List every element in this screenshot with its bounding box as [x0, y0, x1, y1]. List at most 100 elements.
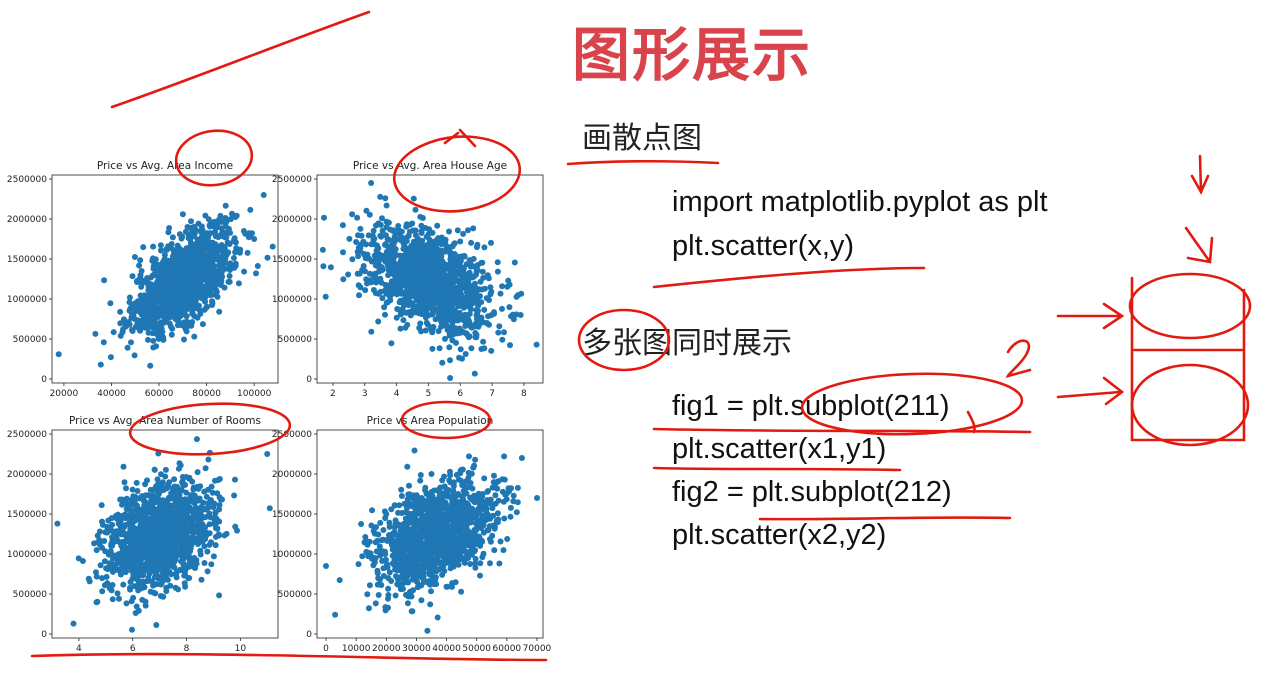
scatter-point: [226, 278, 233, 285]
scatter-point: [145, 336, 151, 343]
scatter-point: [269, 243, 276, 250]
scatter-point: [514, 484, 521, 491]
scatter-point: [170, 503, 177, 509]
scatter-point: [185, 290, 192, 297]
scatter-point: [426, 253, 433, 260]
scatter-point: [157, 247, 164, 254]
y-tick-label: 2000000: [272, 215, 312, 225]
scatter-point: [389, 227, 396, 234]
scatter-point: [210, 504, 217, 511]
scatter-point: [157, 242, 164, 249]
scatter-point: [123, 495, 130, 502]
scatter-point: [188, 218, 194, 225]
scatter-point: [477, 278, 484, 285]
chart-title: Price vs Area Population: [367, 415, 494, 427]
scatter-point: [427, 294, 433, 301]
y-tick-label: 1000000: [7, 295, 47, 305]
scatter-point: [357, 225, 364, 232]
scatter-point: [216, 532, 222, 539]
scatter-point: [457, 346, 464, 353]
scatter-point: [460, 230, 467, 237]
scatter-point: [194, 259, 201, 266]
scatter-point: [179, 233, 186, 240]
scatter-point: [453, 549, 460, 556]
scatter-point: [253, 270, 259, 277]
scatter-point: [450, 241, 457, 248]
scatter-point: [414, 579, 421, 586]
y-tick-label: 2500000: [272, 175, 312, 185]
scatter-point: [151, 271, 157, 278]
scatter-point: [193, 264, 200, 270]
scatter-point: [232, 262, 239, 269]
scatter-point: [400, 317, 407, 324]
scatter-point: [182, 481, 189, 488]
scatter-point: [490, 522, 497, 529]
scatter-point: [507, 513, 514, 520]
scatter-point: [133, 479, 140, 486]
scatter-point: [234, 527, 240, 534]
scatter-point: [355, 253, 362, 260]
y-tick-label: 1500000: [7, 510, 47, 520]
scatter-point: [212, 477, 218, 484]
scatter-point: [398, 290, 405, 297]
scatter-point: [385, 272, 392, 279]
scatter-point: [182, 322, 189, 329]
scatter-point: [388, 340, 395, 347]
x-tick-label: 6: [457, 389, 463, 399]
scatter-point: [153, 483, 160, 490]
scatter-point: [491, 472, 497, 479]
scatter-point: [401, 245, 408, 252]
scatter-point: [466, 453, 472, 460]
scatter-point: [478, 259, 485, 266]
scatter-point: [463, 490, 470, 497]
scatter-point: [429, 325, 436, 332]
scatter-point: [372, 600, 379, 607]
scatter-point: [322, 293, 329, 300]
scatter-point: [395, 223, 402, 229]
scatter-point: [216, 476, 223, 482]
scatter-point: [443, 283, 449, 290]
scatter-point: [195, 220, 202, 227]
scatter-point: [201, 543, 208, 550]
scatter-point: [173, 571, 179, 578]
scatter-point: [130, 544, 137, 551]
scatter-point: [140, 579, 147, 586]
scatter-point: [517, 312, 524, 318]
scatter-point: [425, 264, 432, 271]
scatter-point: [377, 519, 384, 526]
scatter-point: [226, 261, 233, 268]
scatter-plot-rooms: Price vs Avg. Area Number of Rooms 0 50000…: [0, 405, 290, 655]
scatter-point: [168, 297, 175, 304]
scatter-point: [372, 241, 379, 248]
scatter-point: [196, 268, 203, 275]
scatter-point: [474, 297, 481, 304]
scatter-point: [431, 561, 438, 568]
scatter-point: [120, 463, 127, 470]
scatter-point: [369, 232, 376, 239]
scatter-point: [354, 214, 361, 221]
scatter-point: [173, 532, 180, 539]
scatter-point: [143, 492, 149, 499]
scatter-point: [439, 278, 446, 285]
scatter-point: [162, 282, 169, 289]
scatter-point: [428, 305, 435, 312]
scatter-point: [420, 308, 427, 315]
scatter-point: [452, 325, 459, 332]
scatter-point: [153, 282, 160, 289]
scatter-point: [133, 515, 140, 522]
scatter-point: [148, 552, 155, 559]
scatter-point: [193, 522, 200, 529]
scatter-point: [416, 301, 423, 307]
scatter-point: [158, 325, 165, 332]
scatter-point: [360, 263, 367, 269]
scatter-point: [167, 540, 174, 547]
scatter-point: [423, 247, 430, 254]
scatter-point: [398, 486, 405, 493]
scatter-point: [483, 508, 489, 515]
scatter-point: [175, 586, 181, 593]
scatter-point: [202, 465, 209, 472]
scatter-point: [187, 526, 193, 533]
scatter-point: [142, 498, 148, 505]
scatter-point: [494, 268, 501, 275]
scatter-point: [206, 286, 213, 293]
